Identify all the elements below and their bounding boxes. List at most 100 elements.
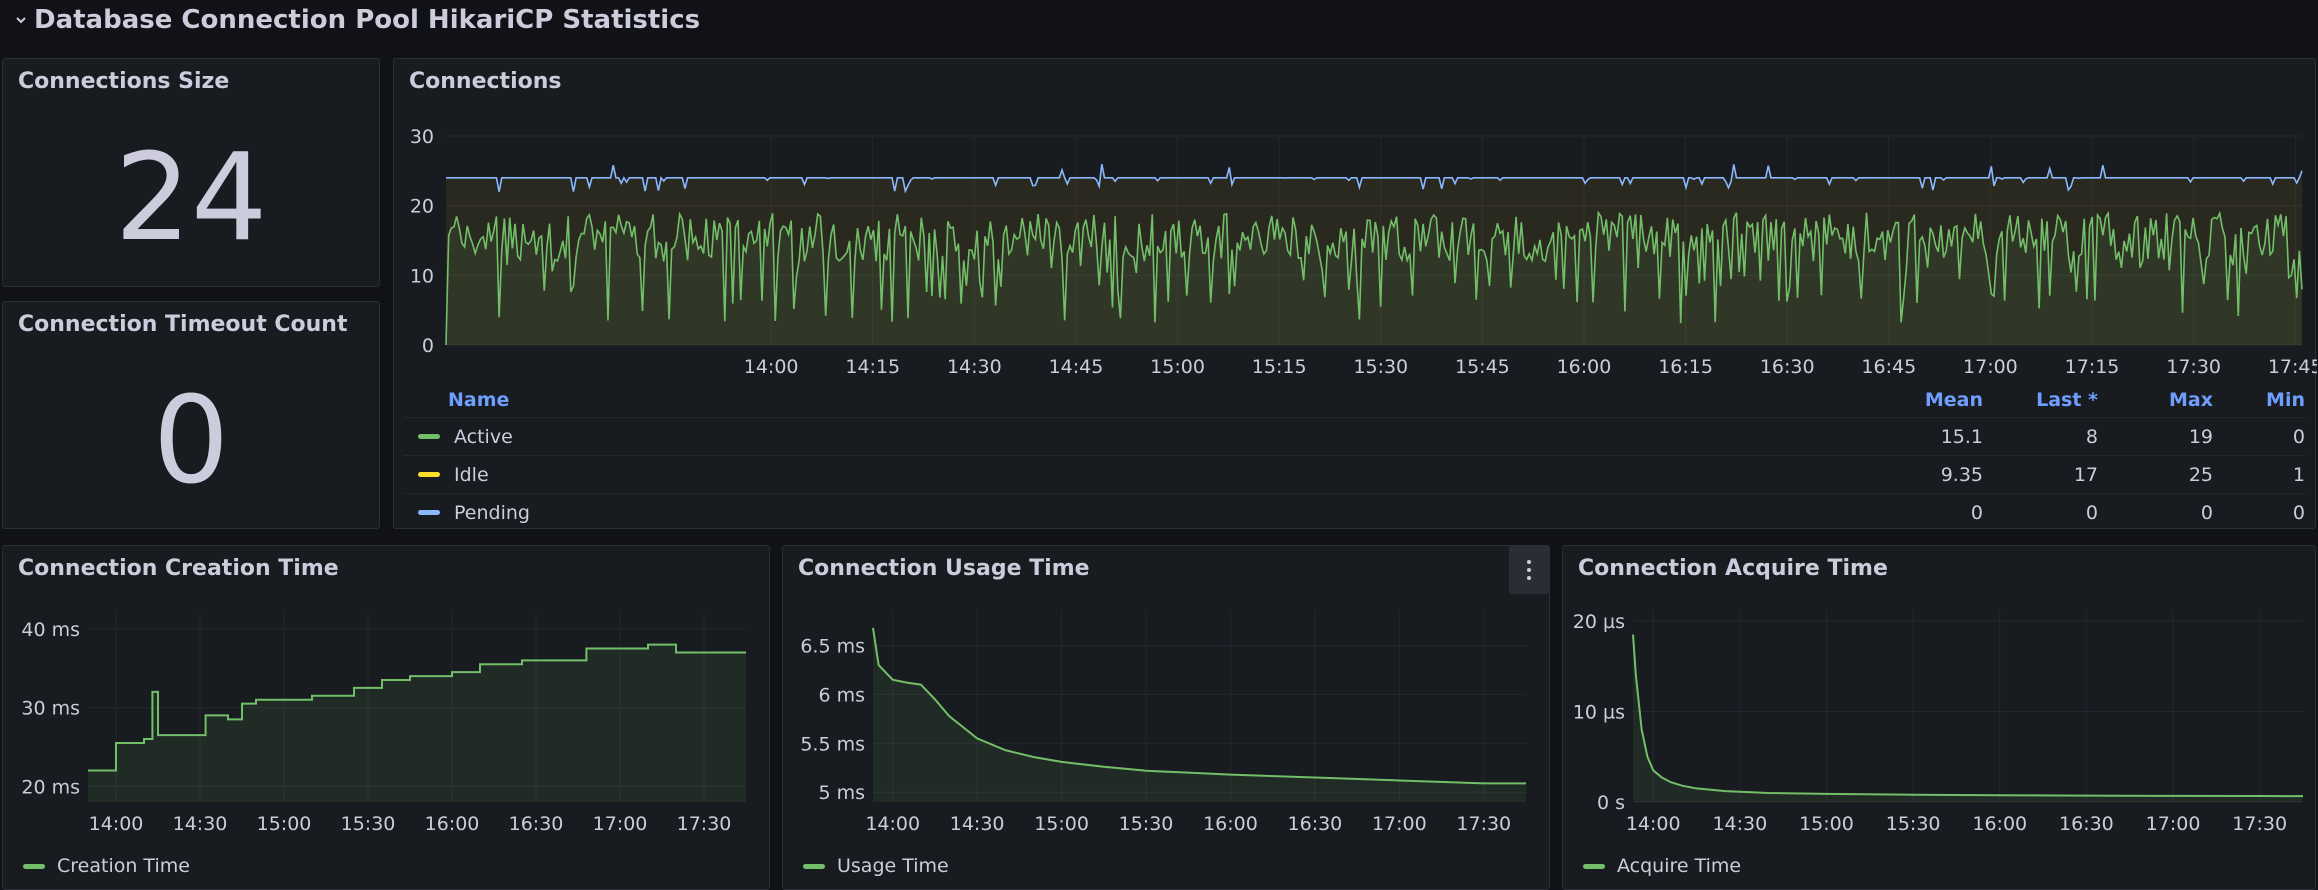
panel-title: Connection Timeout Count xyxy=(18,312,348,337)
connections-size-panel: Connections Size 24 xyxy=(2,58,380,287)
idle-area xyxy=(446,164,2302,345)
series-line xyxy=(1632,634,2304,798)
x-tick-label: 16:00 xyxy=(1972,813,2027,835)
connection-timeout-count-panel: Connection Timeout Count 0 xyxy=(2,301,380,529)
x-tick-label: 14:30 xyxy=(1712,813,1767,835)
x-tick-label: 17:00 xyxy=(1963,356,2018,378)
series-name[interactable]: Active xyxy=(454,425,513,448)
legend-label[interactable]: Usage Time xyxy=(837,855,949,877)
series-area xyxy=(873,627,1526,802)
series-last: 17 xyxy=(2073,463,2098,486)
chart-legend[interactable]: Usage Time xyxy=(803,855,949,877)
legend-row-active[interactable]: Active 15.1 8 19 0 xyxy=(404,418,2305,456)
y-tick-label: 30 ms xyxy=(21,698,80,720)
x-tick-label: 17:15 xyxy=(2065,356,2120,378)
series-min: 0 xyxy=(2292,425,2305,448)
series-swatch xyxy=(1583,863,1605,869)
connections-panel: Connections 14:00 14:15 14:30 14:45 15:00 15:… xyxy=(393,58,2317,531)
series-line xyxy=(88,643,746,772)
x-tick-label: 14:30 xyxy=(173,813,228,835)
x-tick-label: 15:30 xyxy=(1353,356,1408,378)
x-tick-label: 17:45 xyxy=(2268,356,2317,378)
y-tick-label: 0 s xyxy=(1597,792,1625,814)
x-tick-label: 15:00 xyxy=(1150,356,1205,378)
x-tick-label: 15:30 xyxy=(1886,813,1941,835)
y-tick-label: 0 xyxy=(422,335,434,357)
y-tick-label: 20 ms xyxy=(21,776,80,798)
x-tick-label: 17:30 xyxy=(677,813,732,835)
series-line xyxy=(872,627,1526,785)
y-tick-label: 40 ms xyxy=(21,619,80,641)
x-tick-label: 14:15 xyxy=(845,356,900,378)
creation-time-chart[interactable]: 14:00 14:30 15:00 15:30 16:00 16:30 17:00 17:30… xyxy=(3,546,771,846)
header-min[interactable]: Min xyxy=(2266,389,2305,411)
x-tick-label: 15:00 xyxy=(257,813,312,835)
acquire-time-chart[interactable]: 14:00 14:30 15:00 15:30 16:00 16:30 17:00 17:30… xyxy=(1563,546,2317,846)
x-tick-label: 17:00 xyxy=(1372,813,1427,835)
stat-value: 24 xyxy=(114,129,268,268)
x-tick-label: 14:00 xyxy=(89,813,144,835)
y-tick-label: 10 µs xyxy=(1573,702,1625,724)
x-tick-label: 15:30 xyxy=(1119,813,1174,835)
series-name[interactable]: Pending xyxy=(454,501,530,524)
series-name[interactable]: Idle xyxy=(454,463,489,486)
series-last: 0 xyxy=(2085,501,2098,524)
chart-legend[interactable]: Acquire Time xyxy=(1583,855,1741,877)
x-tick-label: 16:30 xyxy=(1288,813,1343,835)
chart-legend[interactable]: Creation Time xyxy=(23,855,190,877)
x-tick-label: 16:30 xyxy=(509,813,564,835)
usage-time-chart[interactable]: 14:00 14:30 15:00 15:30 16:00 16:30 17:00 17:30… xyxy=(783,546,1551,846)
series-swatch xyxy=(23,863,45,869)
x-tick-label: 16:00 xyxy=(1203,813,1258,835)
panel-menu-button[interactable] xyxy=(1509,546,1549,594)
y-tick-label: 20 xyxy=(410,196,434,218)
x-tick-label: 14:45 xyxy=(1049,356,1104,378)
x-tick-label: 14:30 xyxy=(950,813,1005,835)
legend-label[interactable]: Acquire Time xyxy=(1617,855,1742,877)
series-swatch xyxy=(418,472,440,477)
series-mean: 0 xyxy=(1970,501,1983,524)
x-tick-label: 15:45 xyxy=(1455,356,1510,378)
panel-title: Connection Usage Time xyxy=(798,556,1090,581)
x-tick-label: 16:45 xyxy=(1861,356,1916,378)
more-vertical-icon xyxy=(1527,558,1531,582)
x-tick-label: 14:00 xyxy=(744,356,799,378)
panel-title: Connection Acquire Time xyxy=(1578,556,1888,581)
x-tick-label: 14:30 xyxy=(947,356,1002,378)
x-tick-label: 17:30 xyxy=(1456,813,1511,835)
y-tick-label: 6.5 ms xyxy=(800,635,865,657)
header-name[interactable]: Name xyxy=(448,389,510,411)
y-tick-label: 10 xyxy=(410,265,434,287)
chevron-down-icon[interactable] xyxy=(14,13,28,27)
header-mean[interactable]: Mean xyxy=(1924,389,1983,411)
legend-label[interactable]: Creation Time xyxy=(57,855,190,877)
series-swatch xyxy=(418,434,440,439)
row-header[interactable]: Database Connection Pool HikariCP Statis… xyxy=(14,0,700,40)
x-tick-label: 17:00 xyxy=(593,813,648,835)
x-tick-label: 14:00 xyxy=(865,813,920,835)
total-line xyxy=(446,163,2303,194)
legend-table-header: Name Mean Last * Max Min xyxy=(404,383,2305,418)
connections-chart[interactable]: 14:00 14:15 14:30 14:45 15:00 15:15 15:30 15:45… xyxy=(394,59,2317,389)
header-last[interactable]: Last * xyxy=(2036,389,2098,411)
series-area xyxy=(88,644,746,802)
connection-acquire-time-panel: Connection Acquire Time 14:00 14:30 15:00 1… xyxy=(1562,545,2316,890)
series-max: 19 xyxy=(2188,425,2213,448)
x-tick-label: 17:00 xyxy=(2146,813,2201,835)
legend-row-pending[interactable]: Pending 0 0 0 0 xyxy=(404,494,2305,531)
series-swatch xyxy=(803,863,825,869)
x-tick-label: 16:00 xyxy=(1557,356,1612,378)
series-min: 0 xyxy=(2292,501,2305,524)
y-tick-label: 5.5 ms xyxy=(800,733,865,755)
y-tick-label: 5 ms xyxy=(818,782,865,804)
x-tick-label: 15:00 xyxy=(1034,813,1089,835)
y-tick-label: 20 µs xyxy=(1573,611,1625,633)
panel-title: Connections xyxy=(409,69,562,94)
header-max[interactable]: Max xyxy=(2169,389,2213,411)
legend-table: Name Mean Last * Max Min Active 15.1 8 1… xyxy=(404,383,2305,531)
row-title: Database Connection Pool HikariCP Statis… xyxy=(34,5,701,35)
legend-row-idle[interactable]: Idle 9.35 17 25 1 xyxy=(404,456,2305,494)
x-tick-label: 16:30 xyxy=(1760,356,1815,378)
x-tick-label: 15:30 xyxy=(341,813,396,835)
series-min: 1 xyxy=(2292,463,2305,486)
